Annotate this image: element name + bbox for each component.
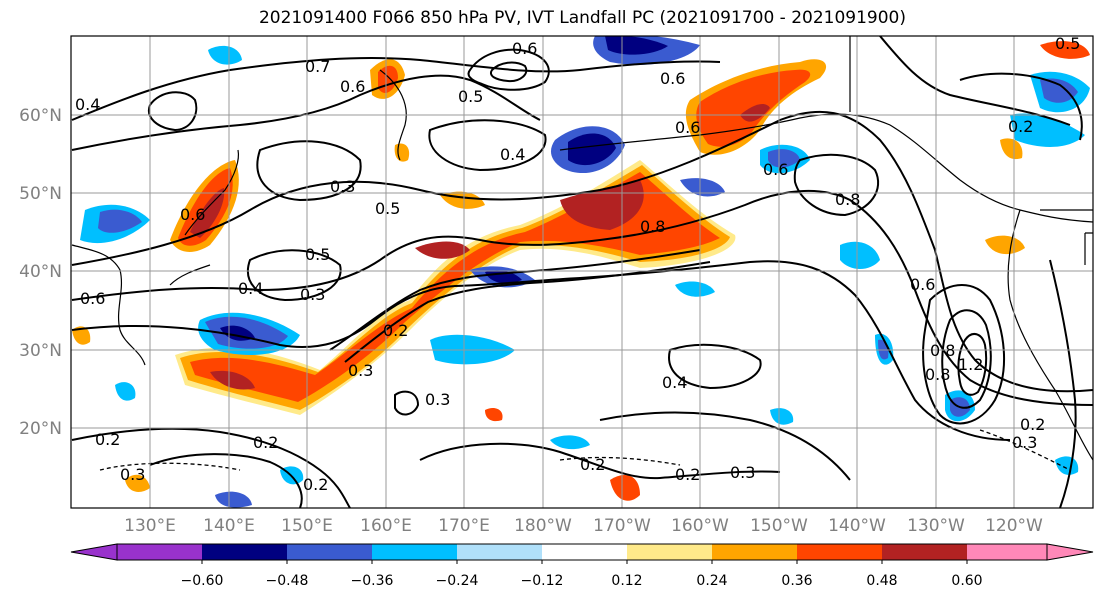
- colorbar-segment: [882, 544, 967, 560]
- contour-label: 0.3: [300, 285, 325, 304]
- lon-label: 120°W: [985, 516, 1043, 536]
- contour-label: 0.8: [835, 190, 860, 209]
- contour-label: 0.5: [1055, 34, 1080, 53]
- coastlines: [71, 36, 1093, 461]
- contour-label: 0.2: [1008, 117, 1033, 136]
- colorbar-segment: [542, 544, 627, 560]
- contour-label: 0.6: [675, 118, 700, 137]
- contour-label: 0.6: [80, 289, 105, 308]
- colorbar-segment: [287, 544, 372, 560]
- contour-label: 0.3: [330, 177, 355, 196]
- colorbar-tick-label: 0.12: [611, 573, 642, 589]
- contour-label: 0.3: [120, 465, 145, 484]
- colorbar-extend-high: [1046, 543, 1094, 561]
- map-panel: 0.6 0.7 0.5 0.6 0.4 0.4 0.6 0.6 0.5 0.2 …: [71, 34, 1093, 508]
- contour-label: 0.6: [180, 205, 205, 224]
- contour-labels: 0.6 0.7 0.5 0.6 0.4 0.4 0.6 0.6 0.5 0.2 …: [75, 34, 1080, 494]
- colorbar-tick-label: 0.24: [696, 573, 727, 589]
- lon-label: 140°E: [203, 516, 255, 536]
- contour-label: 0.4: [500, 145, 525, 164]
- contour-label: 0.2: [1020, 415, 1045, 434]
- contour-label: 0.2: [303, 475, 328, 494]
- colorbar-tick-label: −0.36: [351, 573, 394, 589]
- contour-label: 0.8: [640, 217, 665, 236]
- lon-label: 170°W: [593, 516, 651, 536]
- contour-label: 0.2: [95, 430, 120, 449]
- colorbar-segment: [202, 544, 287, 560]
- lon-label: 130°E: [124, 516, 176, 536]
- contour-label: 0.5: [305, 245, 330, 264]
- contour-label: 0.3: [730, 463, 755, 482]
- lon-label: 160°W: [671, 516, 729, 536]
- lon-label: 140°W: [828, 516, 886, 536]
- colorbar-tick-label: −0.24: [436, 573, 479, 589]
- lat-label: 40°N: [19, 262, 62, 282]
- colorbar-segment: [117, 544, 202, 560]
- pv-shading: [72, 36, 1090, 508]
- lon-label: 130°W: [907, 516, 965, 536]
- colorbar-segment: [372, 544, 457, 560]
- contour-label: 0.4: [238, 279, 263, 298]
- latitude-labels: 60°N 50°N 40°N 30°N 20°N: [19, 106, 62, 439]
- contour-label: 0.5: [458, 87, 483, 106]
- lon-label: 160°E: [360, 516, 412, 536]
- pv-contours: [71, 36, 1093, 508]
- contour-label: 0.6: [340, 77, 365, 96]
- colorbar-tick-label: 0.36: [781, 573, 812, 589]
- map-title: 2021091400 F066 850 hPa PV, IVT Landfall…: [258, 8, 906, 28]
- contour-label: 0.8: [925, 365, 950, 384]
- colorbar-tick-marks: [201, 560, 968, 564]
- lat-label: 60°N: [19, 106, 62, 126]
- colorbar-tick-label: −0.60: [181, 573, 224, 589]
- contour-label: 0.6: [910, 275, 935, 294]
- colorbar-tick-label: 0.48: [866, 573, 897, 589]
- contour-label: 0.6: [660, 69, 685, 88]
- contour-label: 0.8: [930, 341, 955, 360]
- pv-dashed-contours: [99, 429, 1071, 471]
- colorbar-extend-low: [70, 543, 118, 561]
- contour-label: 0.4: [75, 95, 100, 114]
- contour-label: 0.2: [675, 465, 700, 484]
- map-frame: [70, 35, 1094, 509]
- contour-label: 1.2: [958, 355, 983, 374]
- colorbar: −0.60 −0.48 −0.36 −0.24 −0.12 0.12 0.24 …: [70, 543, 1094, 589]
- contour-label: 0.5: [375, 199, 400, 218]
- contour-label: 0.2: [580, 455, 605, 474]
- contour-label: 0.3: [1012, 433, 1037, 452]
- contour-label: 0.4: [662, 373, 687, 392]
- longitude-labels: 130°E 140°E 150°E 160°E 170°E 180°W 170°…: [124, 516, 1043, 536]
- lon-label: 170°E: [438, 516, 490, 536]
- lat-label: 20°N: [19, 419, 62, 439]
- colorbar-tick-label: −0.12: [521, 573, 564, 589]
- contour-label: 0.6: [512, 39, 537, 58]
- colorbar-segment: [967, 544, 1047, 560]
- contour-label: 0.3: [348, 361, 373, 380]
- contour-label: 0.2: [253, 433, 278, 452]
- lat-label: 30°N: [19, 341, 62, 361]
- colorbar-tick-label: −0.48: [266, 573, 309, 589]
- colorbar-tick-label: 0.60: [951, 573, 982, 589]
- lon-label: 150°E: [281, 516, 333, 536]
- contour-label: 0.3: [425, 390, 450, 409]
- contour-label: 0.2: [383, 321, 408, 340]
- lon-label: 150°W: [750, 516, 808, 536]
- colorbar-segment: [627, 544, 712, 560]
- colorbar-segment: [712, 544, 797, 560]
- gridlines: [71, 36, 1093, 508]
- contour-label: 0.7: [305, 57, 330, 76]
- colorbar-segment: [457, 544, 542, 560]
- lat-label: 50°N: [19, 184, 62, 204]
- colorbar-segment: [797, 544, 882, 560]
- contour-label: 0.6: [763, 160, 788, 179]
- lon-label: 180°W: [514, 516, 572, 536]
